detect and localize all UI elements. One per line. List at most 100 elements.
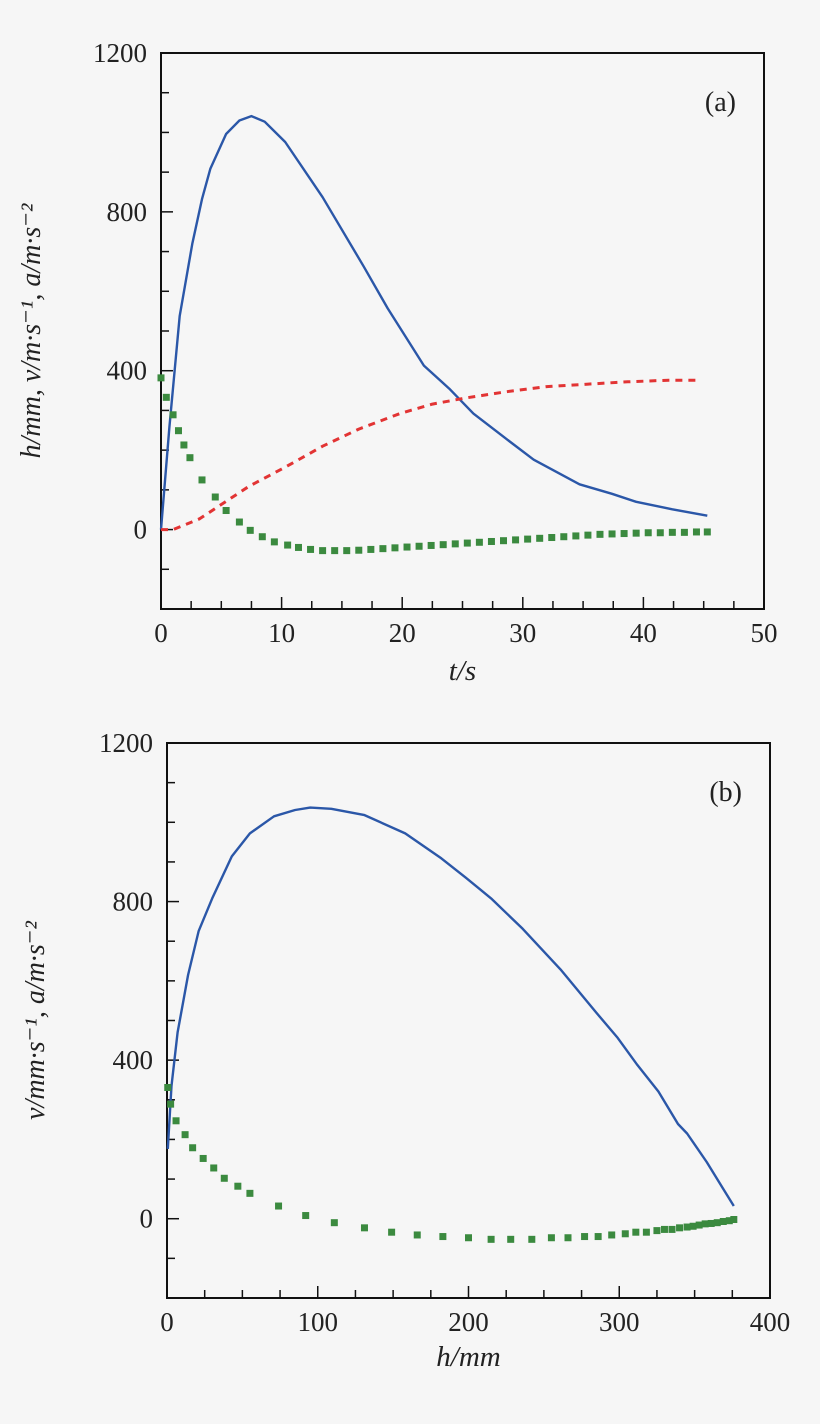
data-point-a	[439, 541, 447, 549]
y-tick-label: 800	[113, 887, 154, 917]
data-point-a	[560, 533, 568, 541]
data-point-a	[415, 542, 423, 550]
panel-label: (a)	[705, 87, 736, 118]
data-point-a	[683, 1223, 691, 1231]
series-v	[159, 114, 708, 530]
data-point-a	[367, 545, 375, 553]
data-point-a	[668, 528, 676, 536]
data-point-a	[581, 1233, 589, 1241]
data-point-a	[707, 1219, 715, 1227]
data-point-a	[608, 530, 616, 538]
data-point-a	[439, 1233, 447, 1241]
y-tick-label: 0	[140, 1204, 154, 1234]
panel-label: (b)	[709, 777, 742, 808]
data-point-a	[725, 1217, 733, 1225]
data-point-a	[391, 544, 399, 552]
y-axis-label: v/mm·s⁻¹, a/m·s⁻²	[20, 921, 51, 1120]
chart-panel-a: 0 10 20 30 40 50 0 400 800 1200 t/s h/mm, v/m·s⁻¹, …	[16, 38, 778, 687]
y-tick-label: 1200	[99, 728, 153, 758]
data-point-a	[235, 518, 243, 526]
data-point-a	[343, 547, 351, 555]
data-point-a	[584, 531, 592, 539]
y-tick-label: 0	[134, 515, 148, 545]
y-tick-label: 400	[113, 1045, 154, 1075]
data-point-a	[180, 441, 188, 449]
data-point-a	[653, 1227, 661, 1235]
data-point-a	[360, 1224, 368, 1232]
data-point-a	[713, 1219, 721, 1227]
data-point-a	[210, 1164, 218, 1172]
data-point-a	[169, 411, 177, 419]
x-tick-label: 100	[298, 1307, 339, 1337]
x-tick-label: 20	[389, 618, 416, 648]
data-point-a	[220, 1174, 228, 1182]
x-tick-label: 200	[448, 1307, 489, 1337]
data-point-a	[319, 547, 327, 555]
data-point-a	[181, 1131, 189, 1139]
data-point-a	[211, 493, 219, 501]
data-point-a	[644, 529, 652, 537]
data-point-a	[475, 538, 483, 546]
x-tick-label: 50	[751, 618, 778, 648]
x-tick-label: 40	[630, 618, 657, 648]
data-point-a	[701, 1220, 709, 1228]
data-point-a	[594, 1233, 602, 1241]
data-point-a	[695, 1221, 703, 1229]
data-point-a	[689, 1222, 697, 1230]
data-point-a	[330, 1219, 338, 1227]
plot-frame	[160, 52, 765, 610]
data-point-a	[302, 1212, 310, 1220]
x-tick-label: 0	[154, 618, 168, 648]
plot-frame	[166, 742, 771, 1299]
data-point-a	[572, 532, 580, 540]
data-point-a	[307, 545, 315, 553]
data-point-a	[660, 1225, 668, 1233]
data-point-a	[730, 1216, 738, 1224]
data-point-a	[162, 393, 170, 401]
data-point-a	[246, 526, 254, 534]
series-line-v	[166, 806, 735, 1207]
data-point-a	[564, 1234, 572, 1242]
data-point-a	[331, 547, 339, 555]
y-tick-label: 800	[107, 197, 148, 227]
chart-panel-b: 0 100 200 300 400 0 400 800 1200 h/mm v/mm·s⁻¹, a/…	[20, 728, 790, 1373]
x-axis-label: h/mm	[436, 1341, 500, 1373]
data-point-a	[465, 1234, 472, 1242]
data-point-a	[487, 1235, 495, 1243]
series-line-h	[161, 378, 702, 532]
data-point-a	[524, 535, 532, 543]
data-point-a	[172, 1117, 180, 1125]
data-point-a	[547, 1234, 555, 1242]
data-point-a	[620, 530, 628, 538]
data-point-a	[451, 540, 459, 548]
data-point-a	[379, 545, 387, 553]
data-point-a	[608, 1231, 616, 1239]
data-point-a	[174, 427, 182, 435]
data-point-a	[632, 529, 640, 537]
data-point-a	[258, 533, 266, 541]
data-point-a	[234, 1182, 242, 1190]
data-point-a	[692, 528, 700, 536]
series-v	[166, 806, 735, 1207]
data-point-a	[500, 537, 508, 545]
data-point-a	[284, 541, 292, 549]
data-point-a	[463, 539, 471, 547]
data-point-a	[246, 1189, 254, 1197]
data-point-a	[528, 1235, 536, 1243]
data-point-a	[413, 1231, 421, 1239]
data-point-a	[507, 1235, 515, 1243]
series-line-v	[159, 114, 708, 530]
data-point-a	[632, 1228, 640, 1236]
data-point-a	[355, 546, 363, 554]
data-point-a	[222, 507, 230, 515]
data-point-a	[167, 1100, 175, 1108]
data-point-a	[164, 1083, 172, 1091]
y-tick-label: 1200	[93, 38, 147, 68]
data-point-a	[656, 529, 664, 537]
x-tick-label: 400	[750, 1307, 791, 1337]
series-a	[157, 374, 711, 555]
data-point-a	[676, 1224, 684, 1232]
y-tick-label: 400	[107, 356, 148, 386]
data-point-a	[621, 1230, 629, 1238]
